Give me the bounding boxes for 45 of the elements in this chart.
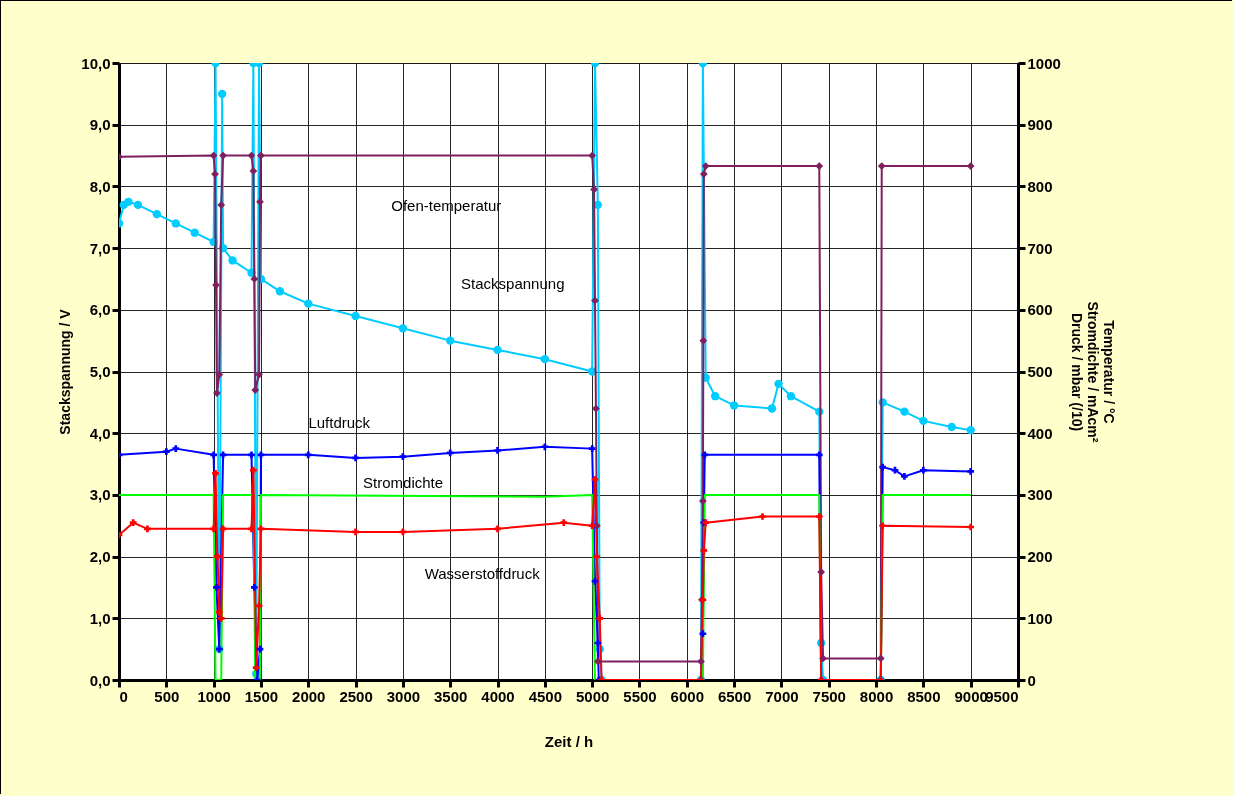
y2-axis-title: Temperatur / °C Stromdichte / mAcm² Druck / mbar (/10) — [1068, 301, 1117, 443]
x-tick-label: 4500 — [528, 687, 563, 705]
y2-tick-label: 400 — [1027, 424, 1053, 442]
x-tick-label: 9000 — [954, 687, 988, 705]
y2-tick-label: 600 — [1027, 301, 1053, 319]
x-tick-label: 2000 — [292, 687, 326, 705]
y2-tick-label: 500 — [1027, 363, 1053, 380]
y2-tick-label: 1000 — [1027, 54, 1061, 72]
y-tick-label: 5,0 — [89, 363, 111, 380]
y-tick-label: 10,0 — [81, 54, 111, 72]
x-tick-label: 5000 — [575, 687, 610, 705]
y-tick-label: 2,0 — [89, 548, 111, 566]
y-tick-label: 0,0 — [89, 671, 111, 689]
y-tick-label: 7,0 — [89, 239, 111, 257]
x-tick-label: 2500 — [339, 687, 373, 705]
x-tick-label: 1500 — [244, 687, 279, 705]
x-tick-label: 5500 — [623, 687, 657, 705]
x-tick-label: 3500 — [434, 687, 468, 705]
y-tick-label: 9,0 — [89, 116, 111, 134]
y2-tick-label: 900 — [1027, 116, 1053, 134]
y2-tick-label: 200 — [1027, 548, 1053, 566]
y-tick-label: 8,0 — [89, 177, 111, 195]
y-tick-label: 3,0 — [89, 486, 111, 504]
x-tick-label: 6500 — [717, 687, 752, 705]
x-tick-label: 7000 — [765, 687, 799, 705]
x-tick-label: 9500 — [985, 687, 1019, 705]
y-tick-label: 4,0 — [89, 424, 111, 442]
x-tick-label: 4000 — [481, 687, 515, 705]
x-tick-label: 0 — [119, 687, 128, 705]
y-tick-label: 6,0 — [89, 301, 111, 319]
y-axis-title: Stackspannung / V — [57, 308, 74, 435]
x-tick-label: 7500 — [812, 687, 846, 705]
y2-tick-label: 800 — [1027, 177, 1053, 195]
y-tick-label: 1,0 — [89, 609, 111, 627]
y2-tick-label: 700 — [1027, 239, 1053, 257]
x-tick-label: 8500 — [907, 687, 941, 705]
x-tick-label: 500 — [154, 687, 180, 705]
y2-tick-label: 300 — [1027, 486, 1053, 504]
x-tick-label: 3000 — [386, 687, 421, 705]
x-tick-label: 1000 — [197, 687, 231, 705]
x-axis-title: Zeit / h — [544, 732, 594, 750]
y2-tick-label: 0 — [1027, 671, 1036, 689]
y2-tick-label: 100 — [1027, 609, 1053, 627]
x-tick-label: 6000 — [670, 687, 704, 705]
x-tick-label: 8000 — [859, 687, 894, 705]
